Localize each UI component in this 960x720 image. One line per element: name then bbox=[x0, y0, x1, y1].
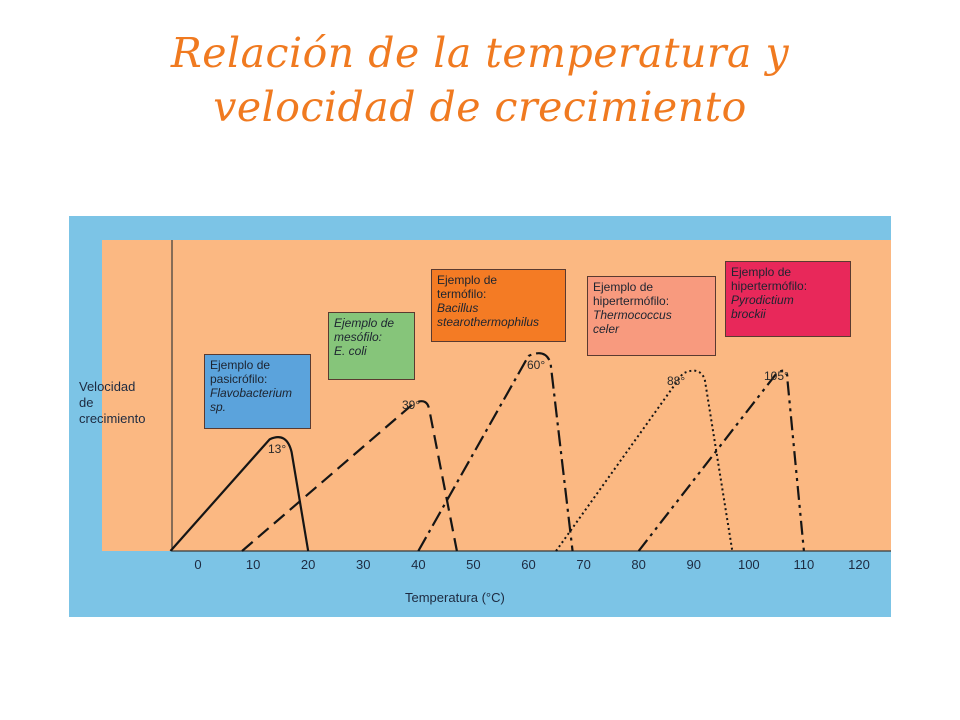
box-text: Ejemplo de bbox=[593, 280, 654, 294]
box-species: sp. bbox=[210, 400, 227, 414]
x-tick-label: 80 bbox=[631, 557, 645, 572]
y-axis-label-line: de bbox=[79, 395, 94, 410]
title-line-1: Relación de la temperatura y bbox=[170, 29, 790, 77]
curve-mesophile bbox=[241, 400, 458, 552]
x-axis-label: Temperatura (°C) bbox=[405, 590, 505, 605]
y-axis-label: Velocidad de crecimiento bbox=[79, 379, 169, 427]
temperature-growth-figure: 0 10 20 30 40 50 60 70 80 90 100 110 120 Velocidad d… bbox=[69, 216, 891, 617]
box-species: Bacillus bbox=[437, 301, 479, 315]
x-tick-label: 90 bbox=[687, 557, 701, 572]
x-tick-label: 0 bbox=[194, 557, 201, 572]
box-text: hipertermófilo: bbox=[731, 279, 808, 293]
x-tick-label: 100 bbox=[738, 557, 760, 572]
peak-label: 105° bbox=[764, 369, 789, 383]
x-tick-label: 60 bbox=[521, 557, 535, 572]
box-text: Ejemplo de bbox=[731, 265, 792, 279]
box-species: stearothermophilus bbox=[437, 315, 540, 329]
x-tick-label: 10 bbox=[246, 557, 260, 572]
box-hyperthermophile-2: Ejemplo de hipertermófilo: Pyrodictium b… bbox=[725, 261, 851, 337]
box-mesophile: Ejemplo de mesófilo: E. coli bbox=[328, 312, 415, 380]
curve-psychrophile bbox=[169, 436, 310, 552]
box-text: termófilo: bbox=[437, 287, 487, 301]
x-tick-label: 20 bbox=[301, 557, 315, 572]
box-species: celer bbox=[593, 322, 620, 336]
box-text: mesófilo: bbox=[334, 330, 383, 344]
box-species: E. coli bbox=[334, 344, 367, 358]
box-species: Pyrodictium bbox=[731, 293, 794, 307]
box-species: Thermococcus bbox=[593, 308, 672, 322]
x-tick-label: 120 bbox=[848, 557, 870, 572]
box-text: Ejemplo de bbox=[437, 273, 498, 287]
x-tick-label: 40 bbox=[411, 557, 425, 572]
box-text: Ejemplo de bbox=[210, 358, 271, 372]
title-line-2: velocidad de crecimiento bbox=[213, 83, 747, 131]
peak-label: 60° bbox=[527, 358, 546, 372]
curve-thermophile bbox=[417, 352, 574, 552]
peak-label: 88° bbox=[667, 374, 686, 388]
box-hyperthermophile: Ejemplo de hipertermófilo: Thermococcus … bbox=[587, 276, 716, 356]
box-text: pasicrófilo: bbox=[210, 372, 268, 386]
box-text: Ejemplo de bbox=[334, 316, 395, 330]
box-species: brockii bbox=[731, 307, 766, 321]
x-tick-label: 30 bbox=[356, 557, 370, 572]
x-tick-label: 70 bbox=[576, 557, 590, 572]
y-axis-label-line: Velocidad bbox=[79, 379, 136, 394]
box-text: hipertermófilo: bbox=[593, 294, 670, 308]
peak-label: 13° bbox=[268, 442, 287, 456]
box-thermophile: Ejemplo de termófilo: Bacillus stearothe… bbox=[431, 269, 566, 342]
box-psychrophile: Ejemplo de pasicrófilo: Flavobacterium s… bbox=[204, 354, 311, 429]
slide-title: Relación de la temperatura y velocidad d… bbox=[0, 26, 960, 134]
y-axis-label-line: crecimiento bbox=[79, 411, 146, 426]
box-species: Flavobacterium bbox=[210, 386, 293, 400]
peak-label: 39° bbox=[402, 398, 421, 412]
x-tick-label: 50 bbox=[466, 557, 480, 572]
x-tick-label: 110 bbox=[794, 557, 815, 572]
